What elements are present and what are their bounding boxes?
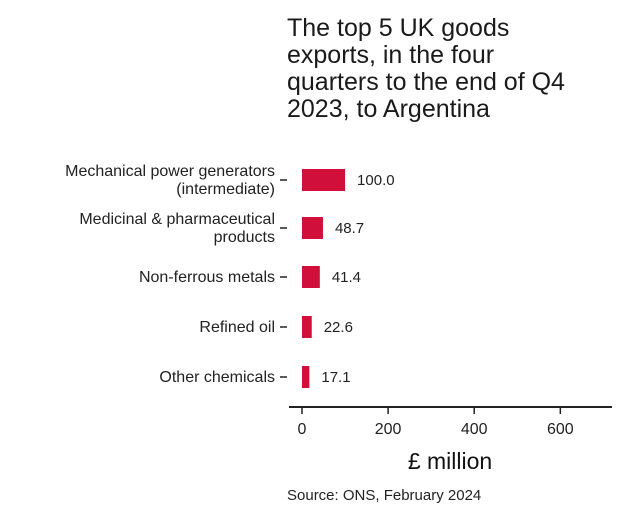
bar [302,366,310,388]
category-label: Refined oil [199,319,275,336]
value-label: 17.1 [321,369,350,386]
category-label: products [214,229,275,246]
x-tick-label: 400 [461,421,488,438]
category-label: Medicinal & pharmaceutical [79,211,275,228]
chart-title-line: quarters to the end of Q4 [287,68,565,96]
bar [302,316,312,338]
category-label: Other chemicals [159,369,275,386]
category-label: (intermediate) [176,181,275,198]
category-labels: Mechanical power generators(intermediate… [65,163,275,386]
bar [302,266,320,288]
chart-title-line: 2023, to Argentina [287,95,490,123]
value-label: 22.6 [324,319,353,336]
value-labels: 100.0 48.7 41.4 22.6 17.1 [321,172,394,386]
x-axis-title: £ million [408,448,492,474]
bar [302,169,346,191]
x-tick-label: 0 [298,421,307,438]
y-axis-ticks [280,179,287,378]
x-axis-ticks: 0 200 400 600 [298,407,574,438]
category-label: Non-ferrous metals [139,269,275,286]
chart-title-line: The top 5 UK goods [287,14,509,42]
source-note: Source: ONS, February 2024 [287,487,481,504]
x-tick-label: 200 [375,421,402,438]
value-label: 100.0 [357,172,395,189]
value-label: 48.7 [335,220,364,237]
chart-title-line: exports, in the four [287,41,494,69]
value-label: 41.4 [332,269,361,286]
bar [302,217,323,239]
bars [302,169,346,388]
category-label: Mechanical power generators [65,163,275,180]
x-tick-label: 600 [547,421,574,438]
